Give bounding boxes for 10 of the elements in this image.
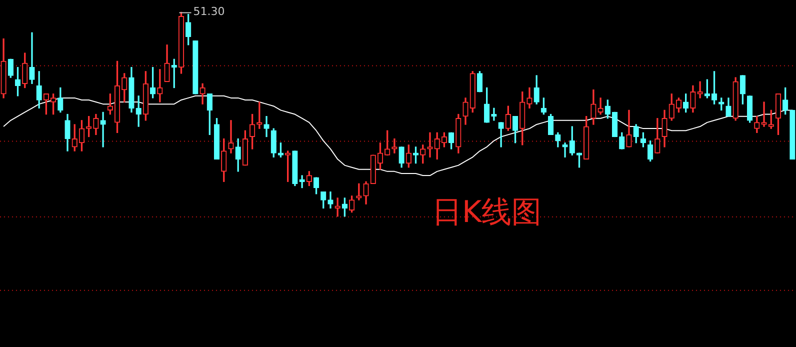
candlestick [427, 132, 433, 158]
annotation: 51.30 [193, 5, 225, 18]
candlestick [228, 120, 234, 154]
text: 日K线图 [432, 194, 542, 232]
candlestick [761, 102, 767, 127]
candlestick [100, 112, 106, 148]
candlestick [264, 116, 270, 138]
candlestick [562, 142, 568, 158]
candlestick [29, 32, 35, 84]
candlestick [392, 138, 398, 154]
